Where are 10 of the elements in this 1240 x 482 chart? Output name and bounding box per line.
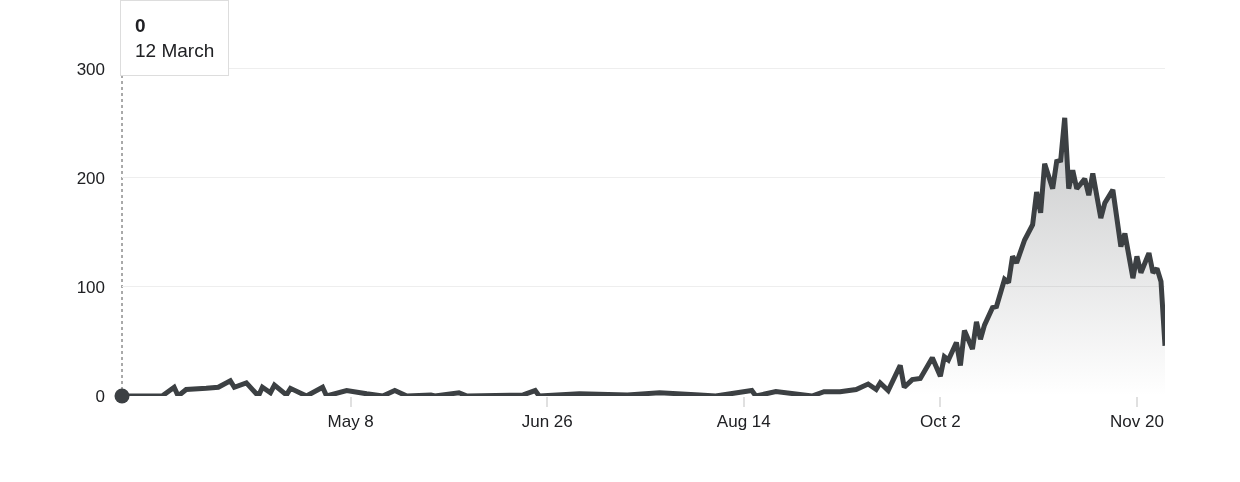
x-tick-label: Aug 14 bbox=[716, 412, 771, 432]
y-tick-label: 200 bbox=[76, 168, 105, 188]
y-tick-label: 300 bbox=[76, 59, 105, 79]
y-tick-label: 100 bbox=[76, 277, 105, 297]
x-tick-label: Jun 26 bbox=[521, 412, 573, 432]
x-tick-label: Nov 20 bbox=[1109, 412, 1164, 432]
y-tick-label: 0 bbox=[95, 386, 105, 406]
x-tick-label: Oct 2 bbox=[920, 412, 961, 432]
x-tick-label: May 8 bbox=[327, 412, 374, 432]
annotation: 0 12 March bbox=[135, 15, 215, 61]
